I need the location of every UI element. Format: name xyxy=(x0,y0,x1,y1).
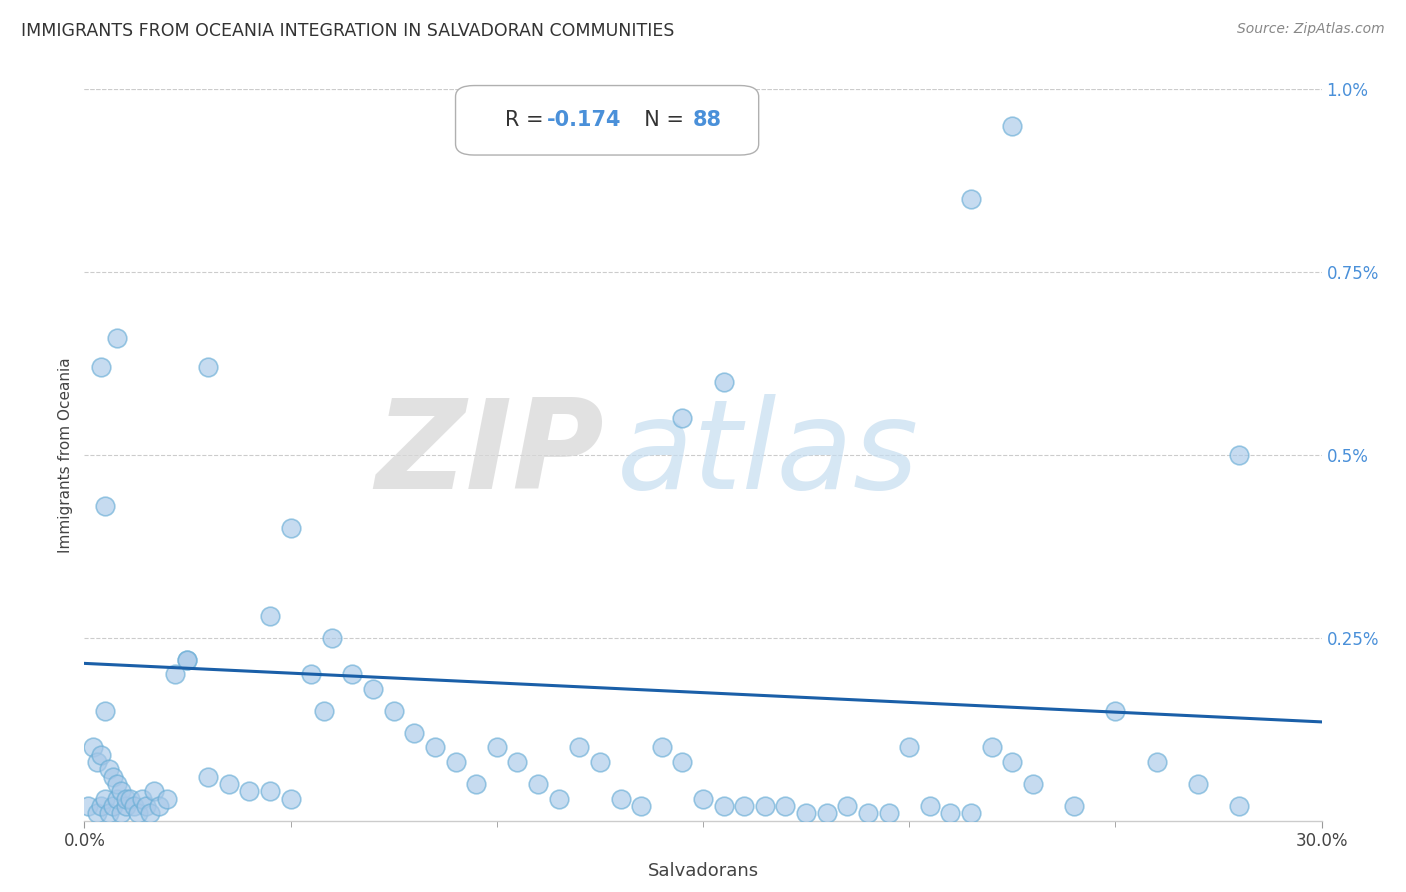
Point xyxy=(1227,799,1250,814)
Point xyxy=(197,770,219,784)
Point xyxy=(547,791,569,805)
Point xyxy=(94,499,117,513)
Text: Source: ZipAtlas.com: Source: ZipAtlas.com xyxy=(1237,22,1385,37)
Point xyxy=(404,726,426,740)
Point xyxy=(114,799,136,814)
Point xyxy=(382,704,405,718)
Point xyxy=(299,667,322,681)
Point xyxy=(122,799,145,814)
Point xyxy=(259,784,281,798)
Point xyxy=(877,806,900,821)
Point xyxy=(86,806,108,821)
Point xyxy=(238,784,260,798)
Point xyxy=(218,777,240,791)
Point xyxy=(794,806,817,821)
Point xyxy=(165,667,187,681)
Point xyxy=(176,653,198,667)
Point xyxy=(1063,799,1085,814)
Point xyxy=(259,608,281,623)
Point xyxy=(105,791,128,805)
Point xyxy=(485,740,508,755)
Point xyxy=(837,799,859,814)
Point xyxy=(589,755,612,769)
Point xyxy=(423,740,446,755)
Point xyxy=(105,331,128,345)
Point xyxy=(131,791,153,805)
Point xyxy=(280,521,302,535)
Point xyxy=(713,799,735,814)
Point xyxy=(90,747,112,762)
Point xyxy=(86,755,108,769)
Text: IMMIGRANTS FROM OCEANIA INTEGRATION IN SALVADORAN COMMUNITIES: IMMIGRANTS FROM OCEANIA INTEGRATION IN S… xyxy=(21,22,675,40)
Point xyxy=(114,791,136,805)
Point xyxy=(77,799,100,814)
Point xyxy=(98,763,121,777)
Point xyxy=(856,806,879,821)
Point xyxy=(94,791,117,805)
Text: N =: N = xyxy=(631,111,690,130)
Point xyxy=(156,791,179,805)
Point xyxy=(361,681,384,696)
Point xyxy=(1187,777,1209,791)
Point xyxy=(94,704,117,718)
Point xyxy=(82,740,104,755)
Text: R =: R = xyxy=(505,111,550,130)
Point xyxy=(918,799,941,814)
Point xyxy=(280,791,302,805)
Point xyxy=(1001,755,1024,769)
Point xyxy=(630,799,652,814)
Point xyxy=(105,777,128,791)
Point xyxy=(321,631,343,645)
Point xyxy=(197,360,219,375)
Point xyxy=(90,360,112,375)
Text: atlas: atlas xyxy=(616,394,918,516)
Point xyxy=(465,777,488,791)
Point xyxy=(651,740,673,755)
Point xyxy=(980,740,1002,755)
Point xyxy=(506,755,529,769)
Point xyxy=(671,755,693,769)
Point xyxy=(139,806,162,821)
Point xyxy=(713,375,735,389)
Point xyxy=(754,799,776,814)
Point xyxy=(118,791,141,805)
Point xyxy=(609,791,631,805)
Point xyxy=(143,784,166,798)
Point xyxy=(110,806,132,821)
Point xyxy=(148,799,170,814)
Point xyxy=(1104,704,1126,718)
Y-axis label: Immigrants from Oceania: Immigrants from Oceania xyxy=(58,357,73,553)
FancyBboxPatch shape xyxy=(456,86,759,155)
Point xyxy=(110,784,132,798)
Point xyxy=(103,799,125,814)
X-axis label: Salvadorans: Salvadorans xyxy=(647,862,759,880)
Point xyxy=(775,799,797,814)
Point xyxy=(568,740,591,755)
Point xyxy=(1227,448,1250,462)
Point xyxy=(815,806,838,821)
Point xyxy=(898,740,921,755)
Point xyxy=(135,799,157,814)
Point xyxy=(342,667,364,681)
Point xyxy=(960,806,983,821)
Point xyxy=(939,806,962,821)
Point xyxy=(1146,755,1168,769)
Point xyxy=(671,411,693,425)
Point xyxy=(103,770,125,784)
Point xyxy=(692,791,714,805)
Point xyxy=(444,755,467,769)
Text: ZIP: ZIP xyxy=(375,394,605,516)
Point xyxy=(312,704,335,718)
Point xyxy=(127,806,149,821)
Point xyxy=(527,777,550,791)
Text: -0.174: -0.174 xyxy=(547,111,621,130)
Point xyxy=(1001,119,1024,133)
Point xyxy=(90,799,112,814)
Point xyxy=(1022,777,1045,791)
Text: 88: 88 xyxy=(693,111,723,130)
Point xyxy=(733,799,755,814)
Point xyxy=(176,653,198,667)
Point xyxy=(98,806,121,821)
Point xyxy=(960,192,983,206)
